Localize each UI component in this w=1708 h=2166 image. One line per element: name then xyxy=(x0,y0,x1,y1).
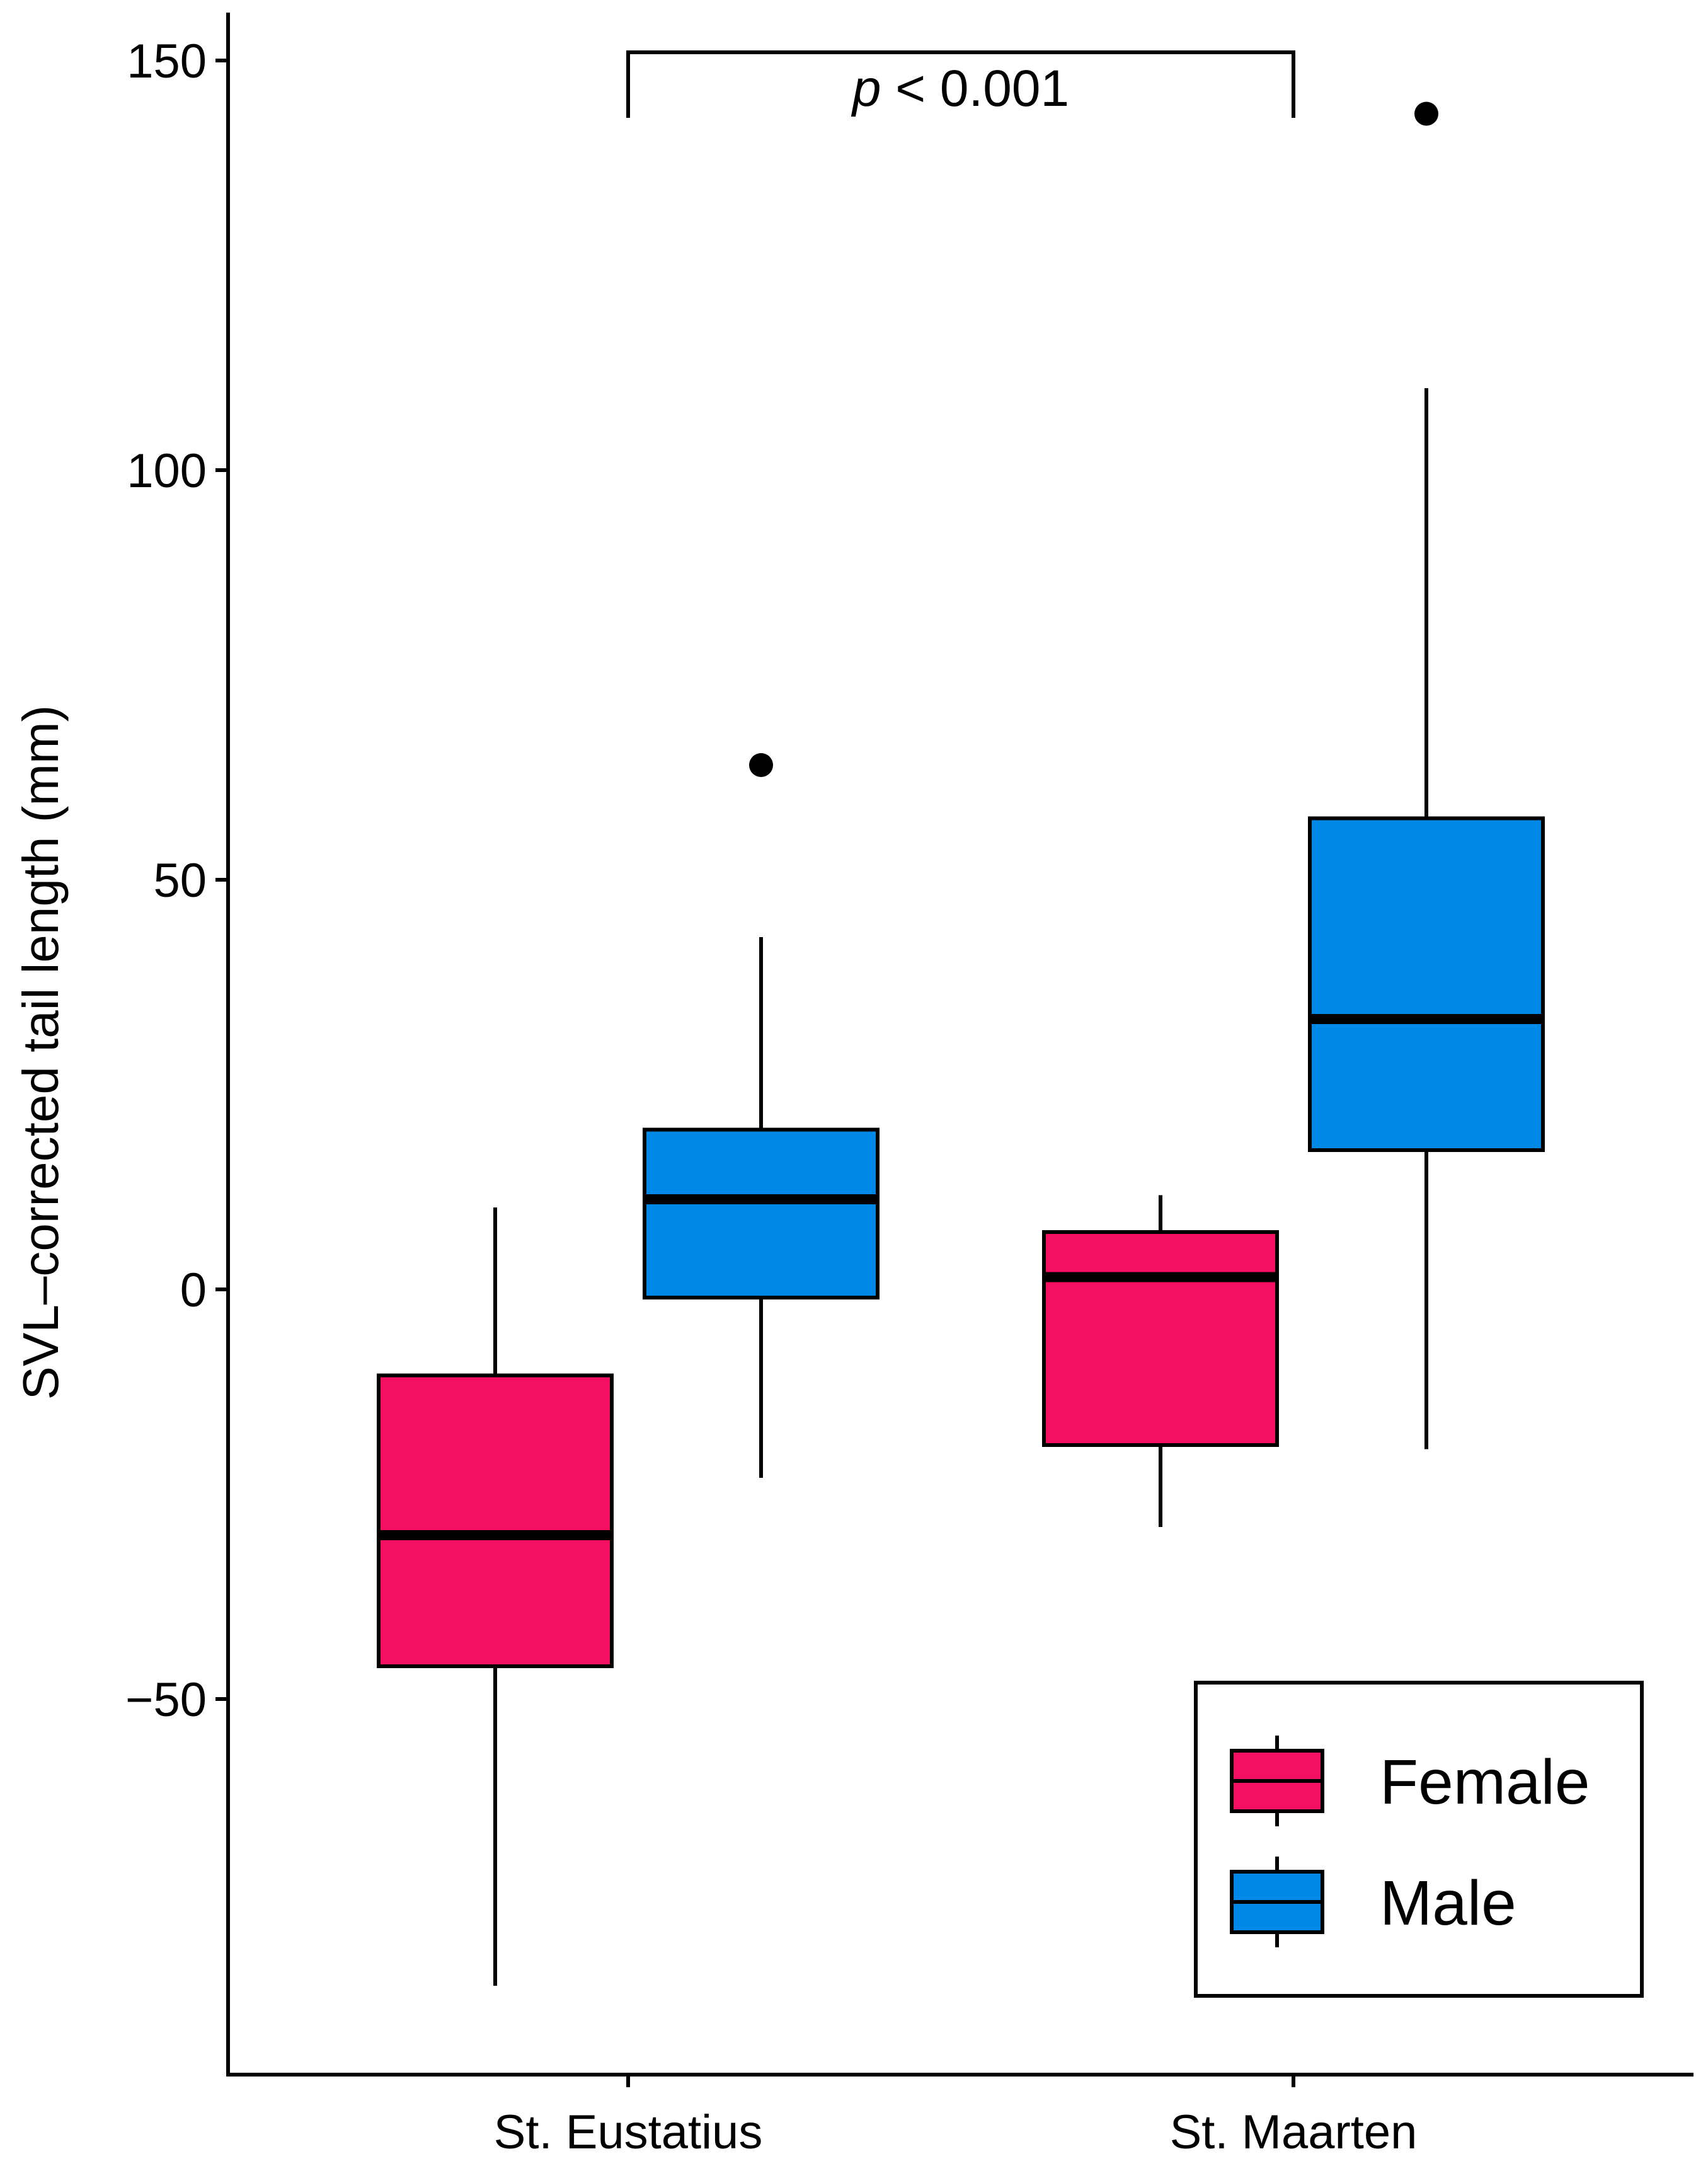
y-tick-label: 0 xyxy=(180,1264,207,1317)
male-st-maarten-box xyxy=(1308,816,1545,1152)
y-tick-label: 50 xyxy=(153,854,207,907)
legend-frame xyxy=(1194,1681,1644,1998)
significance-bracket xyxy=(626,50,1295,118)
x-tick-label-st-maarten: St. Maarten xyxy=(1170,2106,1418,2159)
y-tick-label: 100 xyxy=(127,444,207,498)
y-axis-title: SVL–corrected tail length (mm) xyxy=(13,705,69,1400)
p-value-text: < 0.001 xyxy=(881,60,1069,117)
y-tick-label: 150 xyxy=(127,35,207,88)
legend-label-male: Male xyxy=(1380,1868,1516,1938)
female-st-maarten-box xyxy=(1042,1230,1279,1447)
significance-label: p < 0.001 xyxy=(851,60,1069,117)
male-st-eustatius-outlier-0 xyxy=(749,753,773,777)
boxes-layer xyxy=(377,101,1545,1986)
female-st-eustatius-box xyxy=(377,1373,614,1668)
legend-label-female: Female xyxy=(1380,1747,1590,1817)
annotation-layer: p < 0.001 xyxy=(626,50,1295,118)
male-st-maarten-outlier-0 xyxy=(1414,101,1438,126)
p-symbol: p xyxy=(851,60,881,117)
legend: Female Male xyxy=(1194,1681,1644,1998)
x-tick-label-st-eustatius: St. Eustatius xyxy=(494,2106,763,2159)
y-tick-label: −50 xyxy=(125,1673,207,1727)
axes-layer: 150 100 50 0 −50 St. Eustatius St. Maarten SVL–… xyxy=(13,13,1694,2159)
male-st-eustatius-box xyxy=(643,1127,880,1299)
